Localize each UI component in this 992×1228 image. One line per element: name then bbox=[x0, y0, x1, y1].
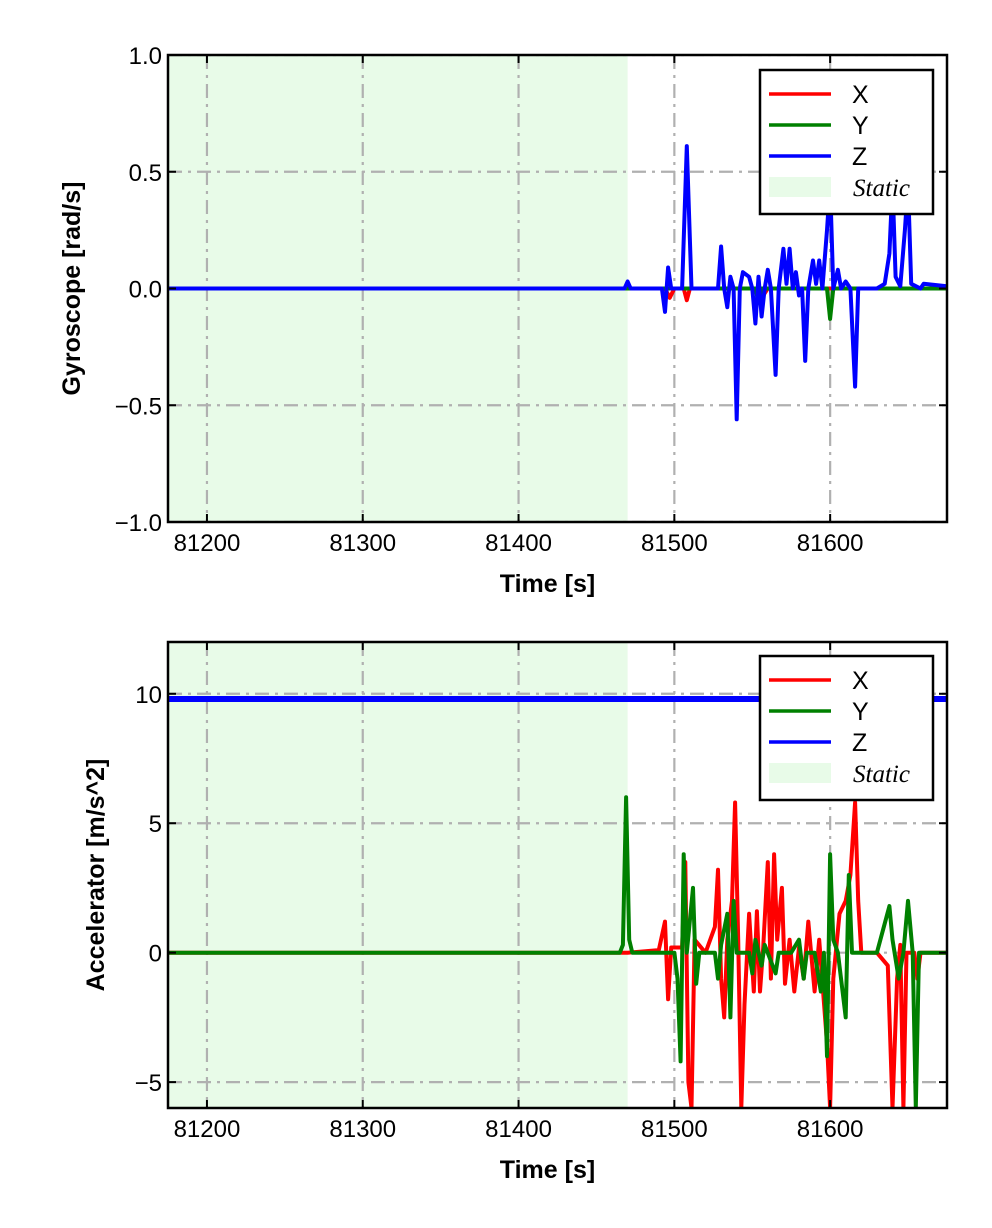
x-axis-label: Time [s] bbox=[500, 570, 595, 598]
x-tick-label: 81500 bbox=[641, 530, 708, 557]
y-tick-label: −0.5 bbox=[115, 393, 162, 420]
x-tick-label: 81200 bbox=[174, 530, 241, 557]
x-tick-label: 81300 bbox=[329, 530, 396, 557]
plot-area bbox=[168, 642, 947, 1108]
x-tick-label: 81400 bbox=[485, 1116, 552, 1143]
legend-label-x: X bbox=[852, 667, 869, 695]
y-tick-label: 0.5 bbox=[129, 160, 162, 187]
legend: XYZ Static bbox=[758, 654, 935, 802]
legend-swatch-static bbox=[769, 177, 831, 197]
x-tick-label: 81300 bbox=[329, 1116, 396, 1143]
x-tick-label: 81200 bbox=[174, 1116, 241, 1143]
x-tick-label: 81400 bbox=[485, 530, 552, 557]
y-tick-label: 0.0 bbox=[129, 277, 162, 304]
y-tick-label: 1.0 bbox=[129, 43, 162, 70]
legend-label-y: Y bbox=[852, 112, 869, 140]
y-tick-label: 10 bbox=[135, 682, 162, 709]
y-tick-label: 5 bbox=[149, 811, 162, 838]
x-tick-label: 81600 bbox=[797, 530, 864, 557]
x-tick-label: 81600 bbox=[797, 1116, 864, 1143]
x-axis-label: Time [s] bbox=[500, 1156, 595, 1184]
y-tick-label: −1.0 bbox=[115, 510, 162, 537]
static-region bbox=[168, 642, 628, 1108]
legend-label-static: Static bbox=[853, 175, 910, 202]
y-axis-label: Accelerator [m/s^2] bbox=[82, 759, 110, 992]
accelerator-chart: 81200 81300 81400 81500 81600 −5 0 5 10 Time [s] A… bbox=[82, 640, 949, 1184]
legend-label-z: Z bbox=[852, 143, 867, 171]
series-line-z bbox=[168, 144, 947, 422]
series-line-y bbox=[168, 795, 947, 1108]
gyroscope-chart: 81200 81300 81400 81500 81600 −1.0 −0.5 0.0 0.5 1… bbox=[58, 43, 949, 598]
legend: XYZ Static bbox=[758, 68, 935, 216]
legend-label-static: Static bbox=[853, 761, 910, 788]
legend-label-y: Y bbox=[852, 698, 869, 726]
axes-frame bbox=[166, 640, 949, 1110]
y-tick-label: 0 bbox=[149, 941, 162, 968]
x-tick-label: 81500 bbox=[641, 1116, 708, 1143]
plot-area bbox=[168, 55, 947, 522]
legend-label-x: X bbox=[852, 81, 869, 109]
y-tick-label: −5 bbox=[135, 1070, 162, 1097]
legend-swatch-static bbox=[769, 763, 831, 783]
legend-label-z: Z bbox=[852, 729, 867, 757]
y-axis-label: Gyroscope [rad/s] bbox=[58, 182, 86, 396]
